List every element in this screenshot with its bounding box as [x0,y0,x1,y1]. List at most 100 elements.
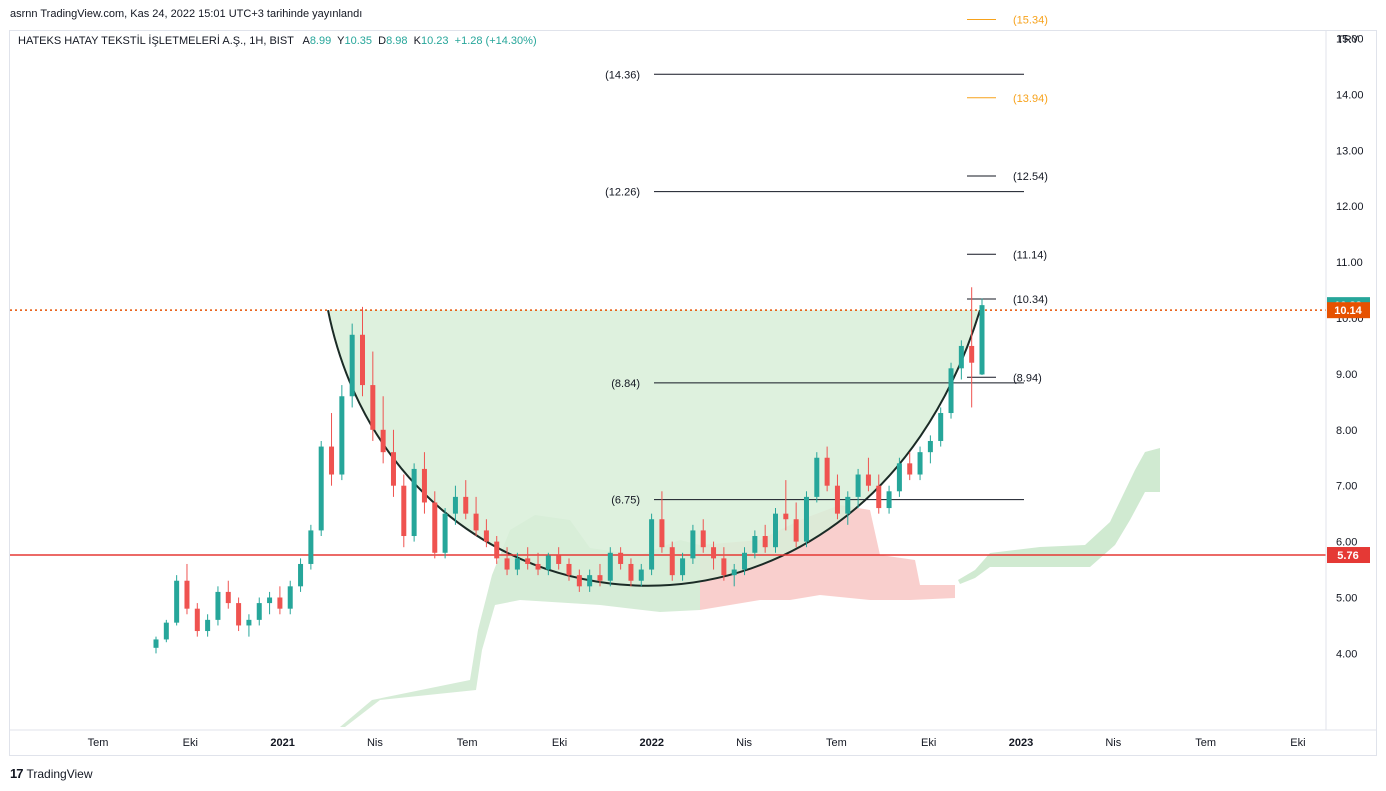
y-tick-label: 14.00 [1336,89,1364,101]
candle-body [411,468,417,537]
candle-body [421,468,427,503]
target-label: (11.14) [1013,249,1047,261]
candle-body [700,530,706,548]
price-badge-label: 10.14 [1334,305,1362,317]
candle-body [153,639,159,648]
open-value: 8.99 [309,35,332,47]
candle-body [607,552,613,581]
candle-body [721,558,727,576]
y-tick-label: 13.00 [1336,145,1364,157]
candle-body [215,591,221,620]
currency-label: TRY [1337,34,1359,46]
target-label: (15.34) [1013,14,1048,26]
y-tick-label: 9.00 [1336,369,1357,381]
candle-body [576,575,582,587]
high-value: 10.35 [344,35,373,47]
candle-body [545,555,551,570]
x-tick-label: Tem [88,737,109,749]
close-label: K [413,35,421,47]
target-label: (10.34) [1013,294,1048,306]
close-value: 10.23 [421,35,449,47]
candle-body [442,513,448,553]
candle-body [917,452,923,475]
candle-body [525,558,531,564]
target-label: (8.94) [1013,372,1042,384]
ichimoku-cloud-future [958,448,1160,584]
chart-panel[interactable] [9,30,1377,756]
tradingview-logo-icon: 17 [10,766,24,781]
level-lines: (14.36) (12.26) (8.84) (6.75) (15.34) (13.94)… [10,14,1326,556]
x-tick-label: Eki [1290,737,1305,749]
candle-body [349,334,355,397]
x-tick-label: Nis [736,737,752,749]
ichimoku-cloud-bear [700,505,955,610]
candle-body [711,547,717,559]
candle-body [380,429,386,453]
candle-body [194,608,200,632]
candle-body [514,558,520,570]
candle-body [277,597,283,609]
candle-body [267,597,273,604]
price-badge [1327,302,1370,319]
low-label: D [378,35,387,47]
open-label: A [302,35,310,47]
candle-body [184,580,190,609]
x-tick-label: Tem [1195,737,1216,749]
x-tick-label: Tem [826,737,847,749]
candle-body [690,530,696,559]
candle-body [803,496,809,542]
y-tick-label: 8.00 [1336,425,1357,437]
candle-body [256,603,262,620]
candle-body [845,496,851,514]
candle-body [649,519,655,570]
price-axis: 4.005.006.007.008.009.0010.0011.0012.001… [10,31,1376,731]
candle-body [298,563,304,587]
candle-body [494,541,500,559]
candle-body [958,345,964,369]
level-label: (6.75) [611,495,640,507]
candle-body [865,474,871,486]
target-label: (13.94) [1013,93,1048,105]
candle-body [948,368,954,414]
candle-body [938,413,944,441]
candle-body [587,575,593,587]
published-caption: asrnn TradingView.com, Kas 24, 2022 15:0… [10,8,363,20]
candle-body [834,485,840,514]
candle-body [969,345,975,363]
x-tick-label: Nis [1105,737,1121,749]
candle-body [628,563,634,581]
y-tick-label: 11.00 [1336,257,1363,269]
candle-body [814,457,820,497]
candle-body [504,558,510,570]
x-tick-label: Tem [457,737,478,749]
low-value: 8.98 [386,35,408,47]
candle-body [742,552,748,570]
candle-body [463,496,469,514]
candle-body [401,485,407,537]
target-label: (12.54) [1013,171,1048,183]
candle-body [876,485,882,509]
candle-body [225,591,231,604]
level-label: (8.84) [611,378,640,390]
price-badges: 10.2310.145.76 [1327,297,1370,564]
y-tick-label: 6.00 [1336,537,1357,549]
time-axis: Tem Eki 2021 Nis Tem Eki 2022 Nis Tem Eki 2023 Nis T… [88,737,1306,749]
candle-body [205,619,211,632]
candle-body [452,496,458,514]
candle-body [886,491,892,509]
high-label: Y [337,35,345,47]
candle-body [360,334,365,386]
footer-brand[interactable]: 17 TradingView [10,766,93,781]
candle-body [287,586,293,609]
level-label: (14.36) [605,69,640,81]
candle-body [927,440,933,453]
candle-body [163,622,169,640]
candle-body [773,513,778,548]
candle-body [236,603,242,626]
candle-body [896,463,902,492]
y-tick-label: 12.00 [1336,201,1364,213]
x-tick-label: 2022 [640,737,664,749]
candle-body [246,619,252,626]
candle-body [597,575,603,581]
